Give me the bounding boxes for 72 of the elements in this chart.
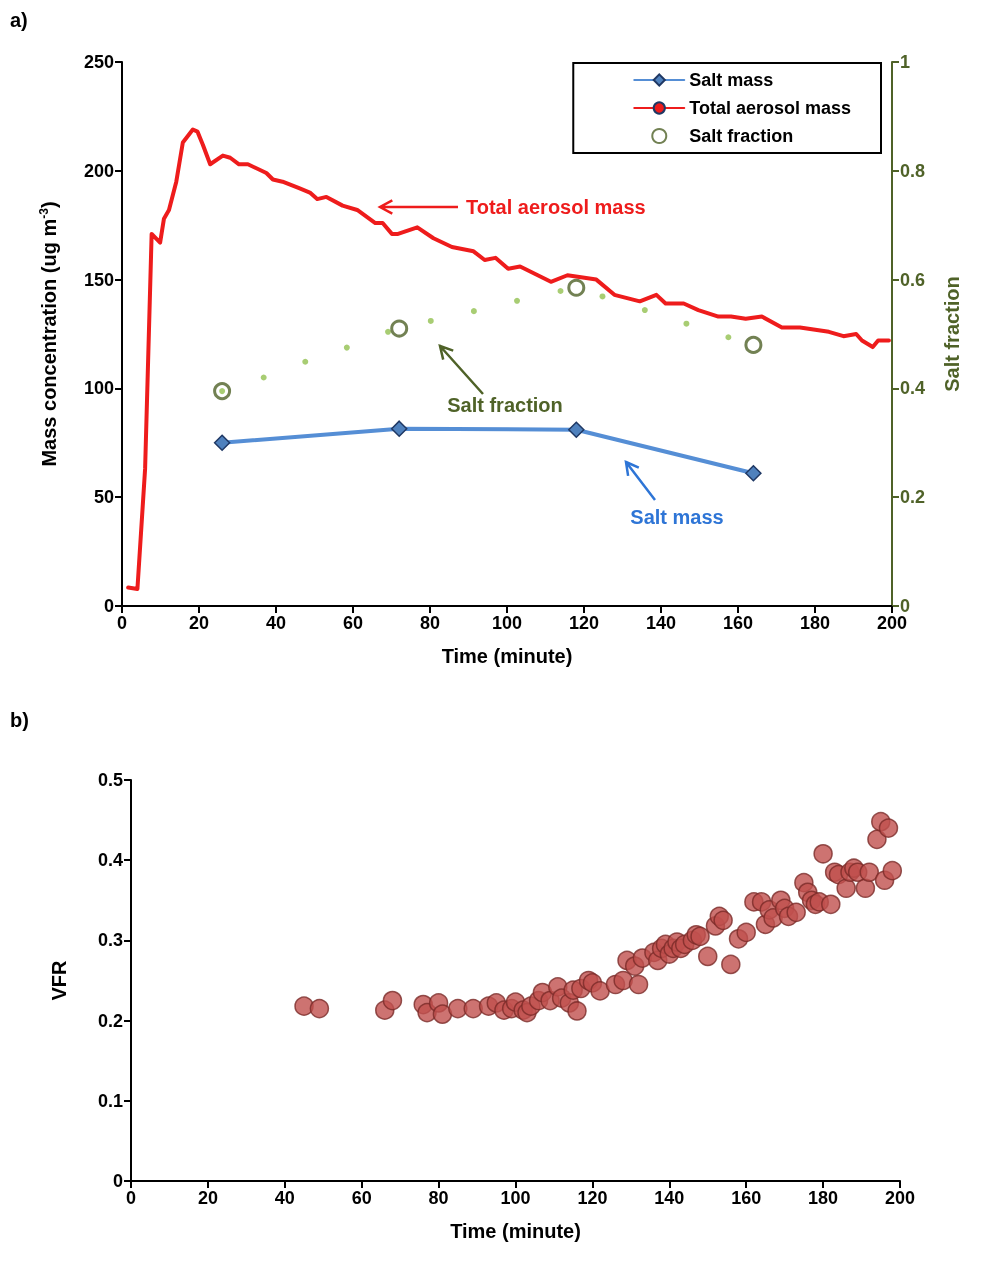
text: a) [10,9,28,31]
point [470,308,477,315]
y-tick-label: 0.4 [97,850,123,871]
y-tick-label: 50 [93,487,114,508]
x-tick-label: 0 [125,1188,137,1208]
point [213,382,232,401]
legend-label: Total aerosol mass [689,98,852,118]
x-axis-title: Time (minute) [450,1220,581,1242]
x-tick-label: 100 [491,613,523,633]
y-tick-label: 200 [83,160,114,181]
point [744,335,763,354]
y-tick-label: 100 [83,378,114,399]
point [568,421,585,438]
x-tick-label: 20 [188,613,210,633]
x-tick-label: 120 [568,613,600,633]
x-tick-label: 180 [799,613,831,633]
y2-axis-title: Salt fraction [941,276,963,392]
x-tick-label: 200 [884,1188,916,1208]
x-tick-label: 200 [876,613,908,633]
y2-tick-label: 0.8 [900,160,926,181]
x-tick-label: 160 [722,613,754,633]
y-axis-title: Mass concentration (ug m-3) [37,201,60,467]
point [343,344,350,351]
line-series [126,127,891,592]
y-tick-label: 0.3 [97,930,123,951]
x-tick-label: 140 [645,613,677,633]
point [390,319,409,338]
x-tick-label: 80 [428,1188,449,1208]
point [641,307,648,314]
x-axis-title: Time (minute) [441,645,573,667]
point [427,317,434,324]
legend-label: Salt mass [689,70,774,90]
x-tick-label: 60 [351,1188,372,1208]
annotation: Salt mass [630,506,724,528]
text: b) [10,709,29,731]
point [557,288,564,295]
legend-label: Salt fraction [689,126,794,146]
x-tick-label: 140 [654,1188,685,1208]
y2-tick-label: 0 [900,596,911,616]
point [567,278,586,297]
point [683,320,690,327]
point [213,434,231,452]
point [725,334,732,341]
point [599,293,606,300]
point [745,465,762,482]
x-tick-label: 180 [808,1188,839,1208]
x-tick-label: 20 [197,1188,218,1208]
y2-tick-label: 0.4 [900,378,926,399]
x-tick-label: 160 [731,1188,762,1208]
x-tick-label: 40 [274,1188,295,1208]
x-tick-label: 100 [500,1188,531,1208]
y-tick-label: 150 [83,269,114,290]
annotation: Total aerosol mass [466,196,646,218]
x-tick-label: 80 [419,613,441,633]
x-tick-label: 60 [342,613,364,633]
y-tick-label: 0.5 [97,770,123,790]
y-tick-label: 0 [112,1171,123,1191]
annotation: Salt fraction [447,394,563,416]
y2-tick-label: 0.2 [900,487,926,508]
point [390,420,408,437]
y-tick-label: 0 [103,596,114,616]
y2-tick-label: 0.6 [900,269,926,290]
y2-tick-label: 1 [900,52,911,72]
point [514,297,521,304]
x-tick-label: 120 [577,1188,608,1208]
y-tick-label: 0.2 [97,1010,123,1031]
point [302,358,309,365]
y-tick-label: 250 [83,52,114,72]
y-tick-label: 0.1 [97,1090,123,1111]
x-tick-label: 40 [265,613,287,633]
y-axis-title: VFR [48,959,70,1001]
point [385,328,392,335]
